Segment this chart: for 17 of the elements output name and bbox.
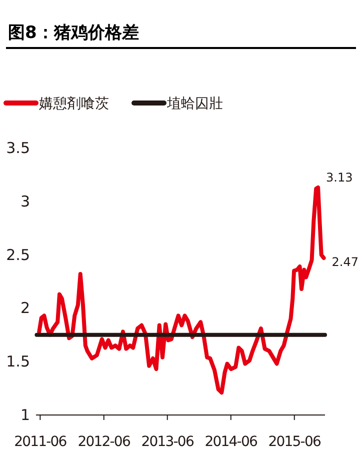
x-tick-label: 2011-06 [14,434,68,450]
y-tick-label: 1.5 [6,352,30,371]
y-tick-label: 2 [20,299,30,318]
chart-title: 图8：猪鸡价格差 [8,23,139,43]
annotation: 2.47 [332,255,358,270]
annotation: 3.13 [326,170,353,185]
y-tick-label: 3.5 [6,139,30,157]
x-tick-label: 2012-06 [78,434,131,450]
x-tick-label: 2013-06 [141,434,194,450]
x-tick-label: 2014-06 [204,434,258,450]
y-tick-label: 3 [20,192,30,210]
x-tick-label: 2015-06 [268,434,322,450]
y-tick-label: 1 [20,406,30,424]
y-tick-label: 2.5 [6,246,30,264]
legend-label: 媾憩剤喰茨 [39,96,109,112]
legend-label: 埴蛤囚壯 [166,96,223,112]
line-series [37,186,326,395]
